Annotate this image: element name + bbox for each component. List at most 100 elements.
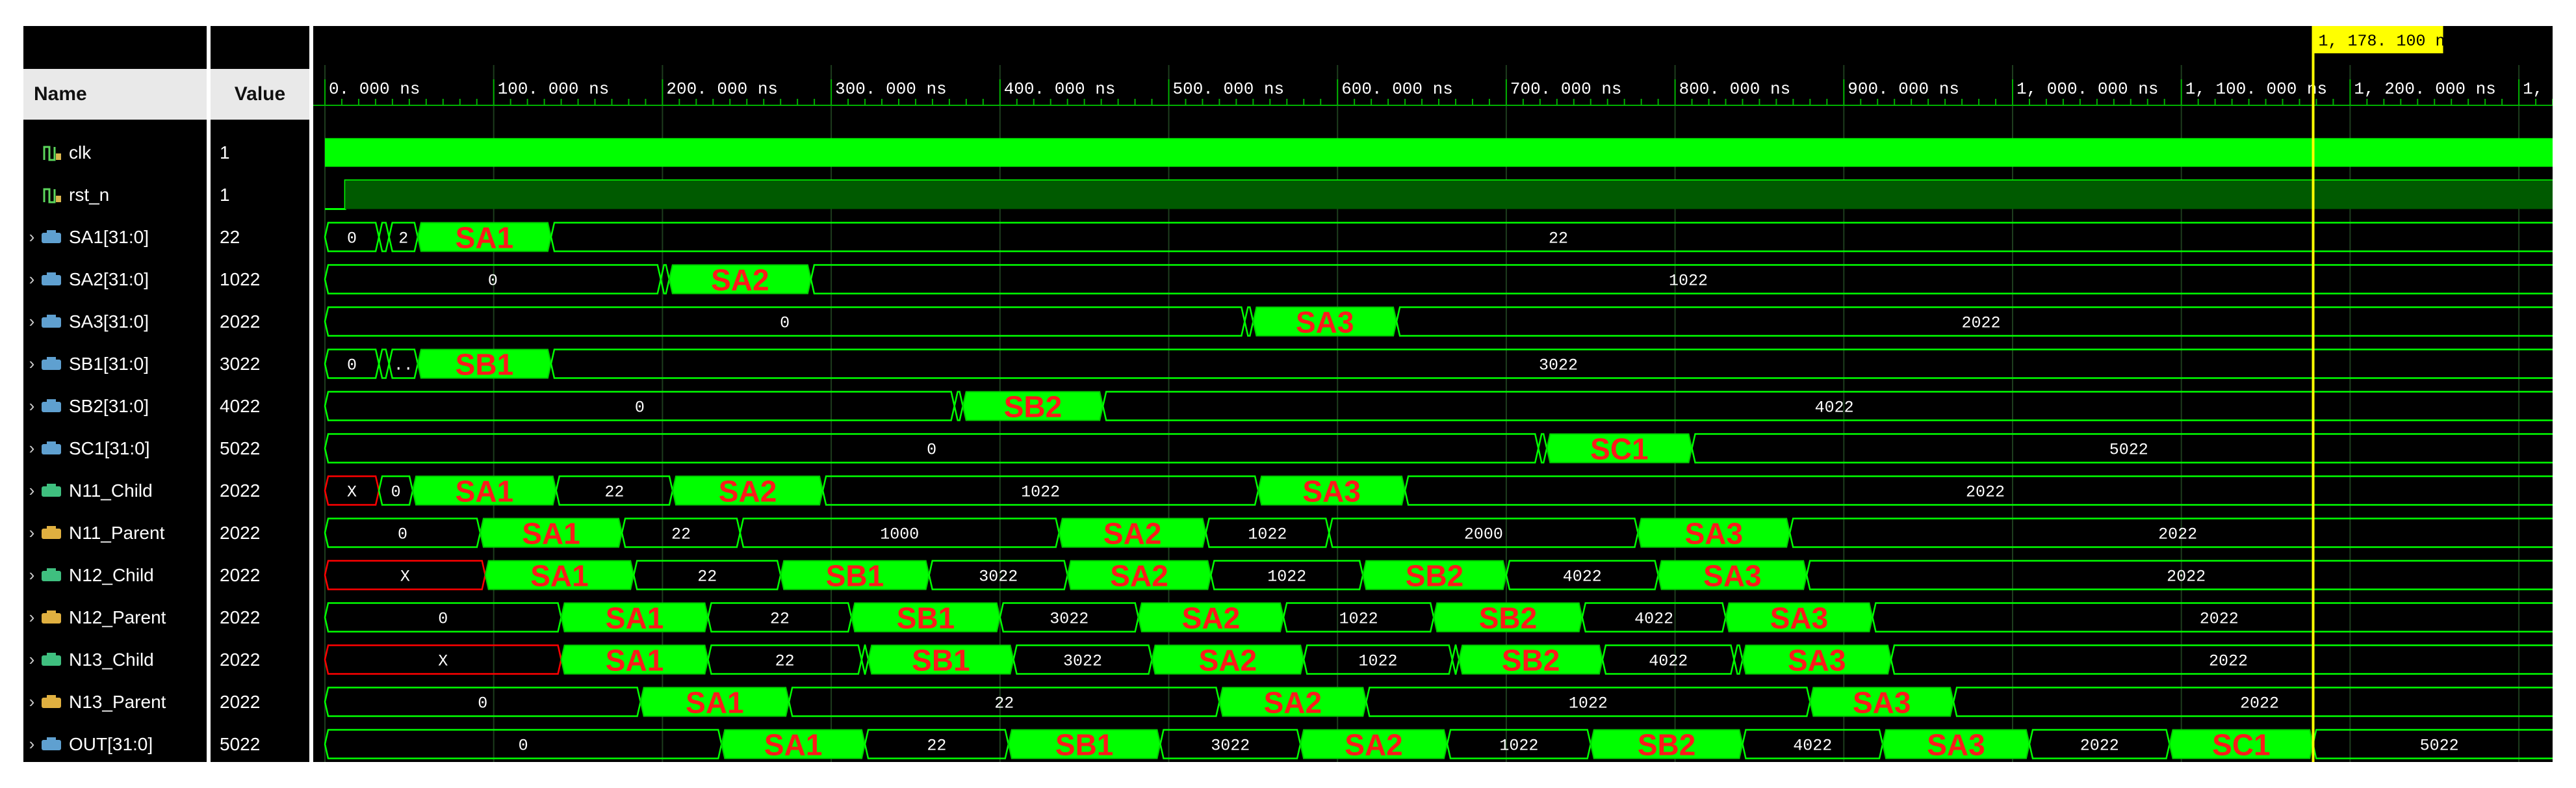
time-tick-label: 400. 000 ns [1004,79,1116,99]
bus-segment [953,391,964,421]
segment-tag-label: SC1 [1590,432,1648,466]
expand-chevron-icon[interactable]: › [29,354,35,373]
segment-tag-label: SA2 [1199,644,1257,677]
signal-row-n13_parent[interactable]: › N13_Parent [23,681,166,723]
bit-signal-icon [43,188,61,203]
time-tick-label: 900. 000 ns [1848,79,1959,99]
signal-row-n11_child[interactable]: › N11_Child [23,469,153,512]
expand-chevron-icon[interactable]: › [29,523,35,542]
waveform-rst_n [325,179,2553,210]
signal-row-n11_parent[interactable]: › N11_Parent [23,512,165,554]
signal-name: SA2[31:0] [69,269,149,289]
segment-value-label: 2022 [2158,525,2197,544]
signal-row-sb1[interactable]: › SB1[31:0] [23,343,149,385]
segment-value-label: 0 [347,230,357,248]
segment-value-label: 1000 [880,525,919,544]
waveform-canvas[interactable]: 0. 000 ns 100. 000 ns 200. 000 ns 300. 000 … [313,26,2553,762]
expand-chevron-icon[interactable]: › [29,692,35,711]
signal-row-n12_child[interactable]: › N12_Child [23,554,154,596]
signal-row-n12_parent[interactable]: › N12_Parent [23,596,166,638]
signal-row-sa2[interactable]: › SA2[31:0] [23,258,149,300]
segment-value-label: 0 [438,610,448,629]
signal-name: SB1[31:0] [69,353,149,374]
segment-value-label: 0 [398,525,407,544]
waveform-n12_child: X SA1 22 SB1 3022 SA2 1022 SB2 4022 SA3 2022 [324,559,2553,593]
time-tick-label: 1, 000. 000 ns [2016,79,2158,99]
expand-chevron-icon[interactable]: › [29,607,35,627]
segment-value-label: 22 [770,610,790,629]
segment-value-label: 5022 [2109,441,2148,460]
bus-segment [1451,644,1460,675]
segment-tag-label: SA3 [1788,644,1846,677]
signal-row-sb2[interactable]: › SB2[31:0] [23,385,149,427]
expand-chevron-icon[interactable]: › [29,311,35,331]
segment-tag-label: SA3 [1302,475,1360,508]
signal-row-n13_child[interactable]: › N13_Child [23,638,154,681]
segment-value-label: 0 [635,399,645,417]
expand-chevron-icon[interactable]: › [29,480,35,500]
expand-chevron-icon[interactable]: › [29,269,35,289]
expand-chevron-icon[interactable]: › [29,565,35,584]
value-column-header[interactable]: Value [211,69,309,120]
segment-value-label: 1022 [1669,272,1708,291]
segment-value-label: 22 [604,483,624,502]
segment-tag-label: SA2 [719,475,777,508]
signal-name: N12_Parent [69,607,166,627]
signal-row-out[interactable]: › OUT[31:0] [23,723,153,765]
expand-chevron-icon[interactable]: › [29,396,35,415]
signal-name: clk [69,142,92,163]
segment-value-label: 4022 [1793,737,1832,755]
signal-name: rst_n [69,184,110,205]
segment-value-label: 22 [1549,230,1568,248]
segment-value-label: 1022 [1248,525,1287,544]
waveform-n11_child: X 0 SA1 22 SA2 1022 SA3 2022 [324,475,2553,508]
segment-tag-label: SB1 [897,601,955,635]
value-header-label: Value [234,83,286,105]
reset-high-fill [345,180,2553,209]
bus-segment [1890,644,2553,675]
segment-tag-label: SB1 [1055,728,1113,762]
segment-tag-label: SA2 [1110,559,1168,593]
signal-name: SB2[31:0] [69,395,149,416]
segment-value-label: 2022 [1966,483,2005,502]
expand-chevron-icon[interactable]: › [29,438,35,458]
signal-name: SA1[31:0] [69,226,149,247]
name-column-header[interactable]: Name [23,69,207,120]
segment-value-label: 3022 [1063,652,1102,671]
segment-tag-label: SB2 [1479,601,1537,635]
segment-tag-label: SA2 [1345,728,1402,762]
signal-value: 1022 [220,269,261,289]
segment-tag-label: SB1 [826,559,884,593]
parent-signal-icon [42,525,61,539]
signal-row-sa1[interactable]: › SA1[31:0] [23,216,149,258]
signal-name: N13_Parent [69,691,166,712]
bus-segment [1244,306,1254,337]
segment-tag-label: SB2 [1004,390,1062,424]
segment-value-label: 2022 [2200,610,2239,629]
segment-value-label: 1022 [1267,568,1306,586]
signal-row-sa3[interactable]: › SA3[31:0] [23,300,149,343]
segment-tag-label: SB2 [1406,559,1463,593]
time-tick-label: 700. 000 ns [1510,79,1622,99]
segment-value-label: 22 [927,737,946,755]
segment-value-label: 2000 [1464,525,1503,544]
time-tick-label: 100. 000 ns [498,79,610,99]
segment-value-label: 22 [697,568,717,586]
segment-value-label: X [438,652,448,671]
signal-value: 3022 [220,353,261,374]
waveform-panel[interactable]: 0. 000 ns 100. 000 ns 200. 000 ns 300. 000 … [313,26,2553,762]
segment-tag-label: SA2 [1103,517,1161,551]
bus-segment [550,348,2553,379]
segment-tag-label: SA1 [530,559,588,593]
signal-row-sc1[interactable]: › SC1[31:0] [23,427,150,469]
expand-chevron-icon[interactable]: › [29,227,35,246]
waveform-sa1: 0 2 SA1 22 [324,221,2553,255]
bus-segment [810,264,2553,295]
signal-row-rst_n[interactable]: rst_n [23,174,109,216]
expand-chevron-icon[interactable]: › [29,734,35,754]
segment-tag-label: SB2 [1638,728,1695,762]
signal-name: N11_Child [69,480,153,501]
signal-row-clk[interactable]: clk [23,131,91,174]
segment-tag-label: SA3 [1853,686,1911,720]
expand-chevron-icon[interactable]: › [29,650,35,669]
